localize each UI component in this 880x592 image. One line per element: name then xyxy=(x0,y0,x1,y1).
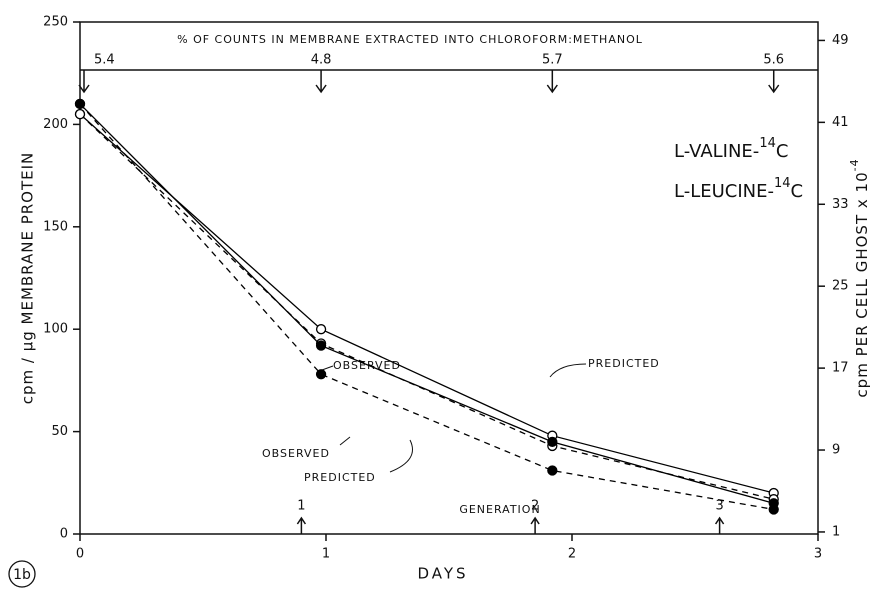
generation-label: GENERATION xyxy=(459,503,540,516)
y-tick-label: 100 xyxy=(43,322,68,337)
y-tick-label: 150 xyxy=(43,219,68,234)
top-arrow xyxy=(546,70,558,94)
annotation-arrow xyxy=(321,365,334,371)
y2-tick-label: 17 xyxy=(832,361,849,376)
series-line xyxy=(79,113,774,500)
y-tick-label: 0 xyxy=(60,527,68,542)
x-tick-label: 0 xyxy=(76,547,84,562)
data-point xyxy=(315,324,327,335)
y2-tick-label: 25 xyxy=(832,279,849,294)
annotation-arrow xyxy=(339,436,351,446)
data-point xyxy=(315,369,327,380)
generation-arrow xyxy=(296,516,307,534)
y2-tick-label: 9 xyxy=(832,443,840,458)
compound-sup: 14 xyxy=(774,176,791,191)
annotation: PREDICTED xyxy=(588,357,660,370)
series-line xyxy=(79,103,774,504)
y-axis-label: cpm / µg MEMBRANE PROTEIN xyxy=(19,152,37,405)
y2-tick-label: 1 xyxy=(832,524,840,539)
compound-label: L-LEUCINE-14C xyxy=(674,176,803,203)
generation-arrow xyxy=(530,516,540,534)
annotation: OBSERVED xyxy=(333,359,401,372)
annotation: PREDICTED xyxy=(304,471,376,484)
y2-tick-label: 41 xyxy=(832,115,849,130)
generation-marker-label: 2 xyxy=(531,499,539,514)
data-point xyxy=(768,504,779,515)
x-axis-label: DAYS xyxy=(417,565,468,583)
top-marker-label: 5.6 xyxy=(763,53,784,68)
x-tick-label: 2 xyxy=(568,547,576,562)
y2-tick-label: 49 xyxy=(832,33,849,48)
x-tick-label: 3 xyxy=(814,547,822,562)
compound-label: L-VALINE-14C xyxy=(674,136,788,163)
data-point xyxy=(315,340,327,351)
y2-label-sup: -4 xyxy=(848,158,861,171)
panel-label: 1b xyxy=(13,567,31,583)
data-point xyxy=(547,436,558,447)
panel-label-circle xyxy=(8,560,36,588)
top-arrow xyxy=(315,70,327,94)
top-arrow xyxy=(78,70,90,94)
top-marker-label: 5.7 xyxy=(542,53,563,68)
generation-marker-label: 1 xyxy=(297,499,305,514)
compound-text: L-VALINE- xyxy=(674,141,759,162)
annotation: OBSERVED xyxy=(262,447,330,460)
generation-arrow xyxy=(714,516,725,534)
y-tick-label: 250 xyxy=(43,15,68,30)
y2-tick-label: 33 xyxy=(832,197,849,212)
y2-label-text: cpm PER CELL GHOST x 10 xyxy=(853,171,871,397)
series-line xyxy=(79,113,774,494)
series-line xyxy=(79,103,774,511)
annotation-arrow xyxy=(389,439,413,473)
annotation-arrow xyxy=(549,363,587,378)
data-point xyxy=(74,98,86,110)
y-tick-label: 50 xyxy=(51,424,68,439)
compound-tail: C xyxy=(791,181,804,202)
y-tick-label: 200 xyxy=(43,117,68,132)
compound-tail: C xyxy=(776,141,789,162)
compound-sup: 14 xyxy=(759,136,776,151)
plot-frame xyxy=(79,21,819,535)
top-marker-label: 4.8 xyxy=(311,53,332,68)
top-title: % OF COUNTS IN MEMBRANE EXTRACTED INTO C… xyxy=(177,33,643,46)
top-arrow xyxy=(768,70,780,94)
data-point xyxy=(74,109,86,120)
top-marker-label: 5.4 xyxy=(94,53,115,68)
data-point xyxy=(547,465,558,476)
generation-marker-label: 3 xyxy=(715,499,723,514)
y2-axis-label: cpm PER CELL GHOST x 10-4 xyxy=(848,158,871,397)
x-tick-label: 1 xyxy=(322,547,330,562)
compound-text: L-LEUCINE- xyxy=(674,181,774,202)
